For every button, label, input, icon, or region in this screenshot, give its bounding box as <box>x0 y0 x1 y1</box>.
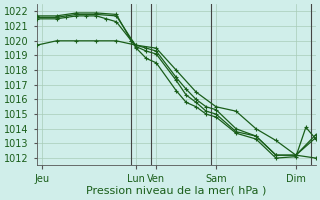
X-axis label: Pression niveau de la mer( hPa ): Pression niveau de la mer( hPa ) <box>86 186 266 196</box>
